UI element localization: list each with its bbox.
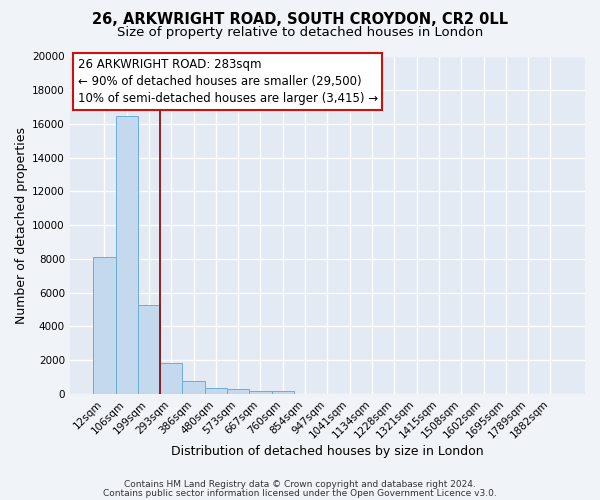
- Text: 26, ARKWRIGHT ROAD, SOUTH CROYDON, CR2 0LL: 26, ARKWRIGHT ROAD, SOUTH CROYDON, CR2 0…: [92, 12, 508, 28]
- Text: Contains HM Land Registry data © Crown copyright and database right 2024.: Contains HM Land Registry data © Crown c…: [124, 480, 476, 489]
- Bar: [182, 382, 205, 394]
- X-axis label: Distribution of detached houses by size in London: Distribution of detached houses by size …: [171, 444, 484, 458]
- Bar: [250, 390, 272, 394]
- Bar: [116, 116, 138, 394]
- Bar: [138, 304, 160, 394]
- Bar: [272, 391, 294, 394]
- Bar: [205, 388, 227, 394]
- Text: Size of property relative to detached houses in London: Size of property relative to detached ho…: [117, 26, 483, 39]
- Bar: [93, 258, 116, 394]
- Text: Contains public sector information licensed under the Open Government Licence v3: Contains public sector information licen…: [103, 489, 497, 498]
- Y-axis label: Number of detached properties: Number of detached properties: [15, 126, 28, 324]
- Bar: [160, 362, 182, 394]
- Text: 26 ARKWRIGHT ROAD: 283sqm
← 90% of detached houses are smaller (29,500)
10% of s: 26 ARKWRIGHT ROAD: 283sqm ← 90% of detac…: [77, 58, 377, 105]
- Bar: [227, 389, 250, 394]
